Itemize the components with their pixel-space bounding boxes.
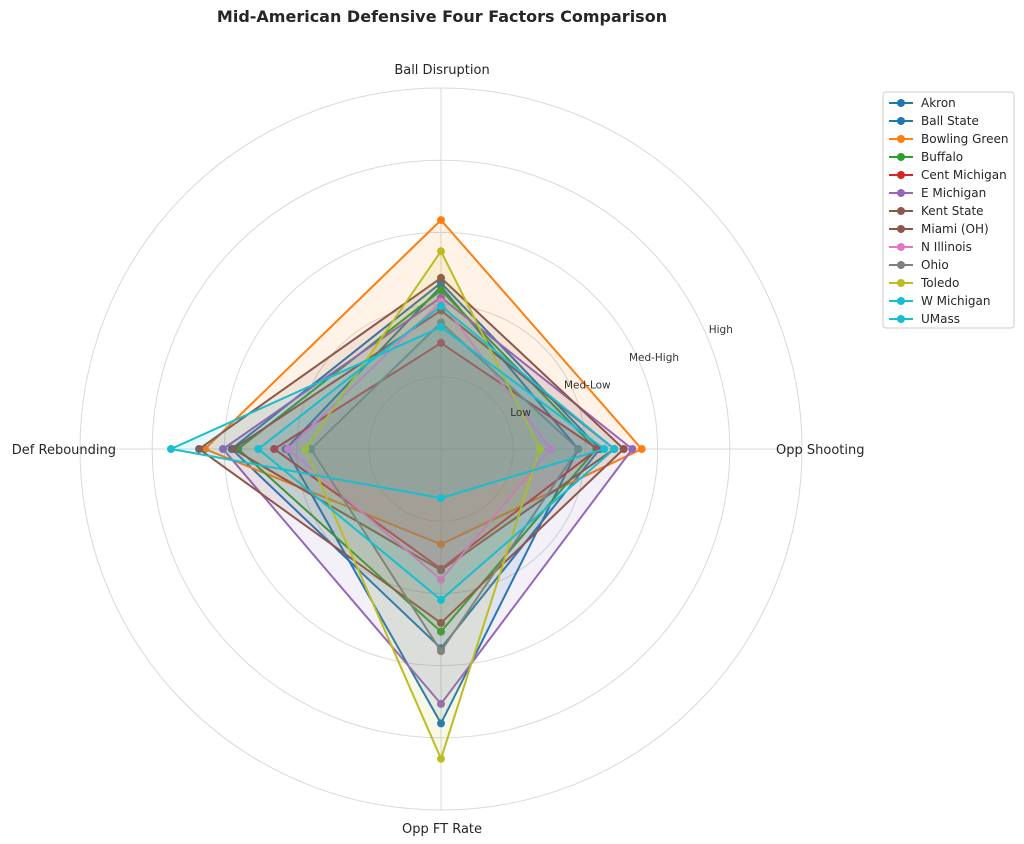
data-point	[437, 273, 445, 282]
data-point	[619, 445, 628, 453]
axis-label: Opp FT Rate	[402, 822, 482, 837]
r-tick-label: Low	[510, 407, 531, 419]
legend-label: Ohio	[921, 258, 949, 272]
series-toledo	[301, 247, 544, 763]
legend-swatch-marker	[897, 153, 905, 161]
legend: Akron Ball State Bowling Green Buffalo Cent …	[882, 91, 1015, 329]
data-point	[167, 445, 175, 453]
legend-label: Miami (OH)	[921, 222, 989, 236]
data-point	[195, 445, 204, 453]
legend-label: Toledo	[920, 276, 959, 290]
data-point	[437, 566, 445, 575]
data-point	[254, 445, 263, 453]
axis-label: Opp Shooting	[776, 443, 864, 458]
data-point	[229, 445, 238, 453]
legend-label: W Michigan	[921, 294, 990, 308]
chart-title: Mid-American Defensive Four Factors Comp…	[217, 7, 667, 26]
legend-swatch-marker	[897, 189, 905, 197]
data-point	[437, 323, 445, 331]
data-point	[600, 445, 609, 453]
data-point	[437, 719, 445, 728]
series-umass	[167, 323, 609, 503]
data-point	[437, 540, 445, 549]
legend-label: Ball State	[921, 114, 979, 128]
data-point	[437, 619, 445, 627]
legend-label: E Michigan	[921, 186, 986, 200]
data-point	[219, 445, 227, 453]
series-w-michigan	[254, 302, 619, 604]
legend-label: Akron	[921, 96, 956, 110]
data-point	[437, 302, 445, 310]
data-point	[437, 247, 445, 256]
data-point	[437, 595, 445, 604]
tick-labels: Low Med-Low Med-High High	[510, 324, 733, 419]
legend-swatch-marker	[897, 207, 905, 215]
legend-swatch-marker	[897, 315, 905, 323]
legend-swatch-marker	[897, 261, 905, 269]
data-point	[283, 445, 292, 453]
r-tick-label: High	[709, 324, 733, 336]
data-point	[535, 445, 544, 453]
data-point	[437, 754, 445, 763]
data-point	[637, 445, 646, 453]
legend-label: UMass	[921, 312, 960, 326]
legend-swatch-marker	[897, 99, 905, 107]
data-point	[546, 445, 555, 453]
series-bowling-green	[200, 216, 646, 549]
legend-label: N Illinois	[921, 240, 972, 254]
data-point	[437, 494, 445, 503]
data-point	[301, 445, 310, 453]
legend-swatch-marker	[897, 279, 905, 287]
legend-swatch-marker	[897, 117, 905, 125]
data-point	[437, 627, 445, 636]
data-point	[437, 575, 445, 584]
data-point	[437, 338, 445, 347]
data-point	[307, 445, 315, 453]
legend-label: Kent State	[921, 204, 984, 218]
axis-labels: Ball Disruption Opp Shooting Opp FT Rate De…	[12, 63, 865, 837]
legend-swatch-marker	[897, 297, 905, 305]
data-point	[437, 286, 445, 295]
axis-label: Def Rebounding	[12, 443, 116, 458]
legend-swatch-marker	[897, 225, 905, 233]
legend-label: Buffalo	[921, 150, 963, 164]
r-tick-label: Med-High	[629, 352, 679, 364]
data-point	[437, 647, 445, 656]
r-tick-label: Med-Low	[564, 379, 611, 391]
legend-swatch-marker	[897, 171, 905, 179]
data-point	[610, 445, 619, 453]
series-miami-oh-	[229, 306, 619, 575]
data-point	[574, 445, 583, 453]
data-point	[628, 445, 637, 453]
legend-label: Cent Michigan	[921, 168, 1007, 182]
legend-label: Bowling Green	[921, 132, 1008, 146]
data-point	[270, 445, 279, 453]
data-point	[437, 699, 445, 708]
axis-label: Ball Disruption	[394, 63, 489, 78]
legend-swatch-marker	[897, 135, 905, 143]
series-layer	[167, 216, 646, 763]
data-point	[437, 216, 445, 225]
legend-frame	[882, 91, 1015, 329]
legend-swatch-marker	[897, 243, 905, 251]
